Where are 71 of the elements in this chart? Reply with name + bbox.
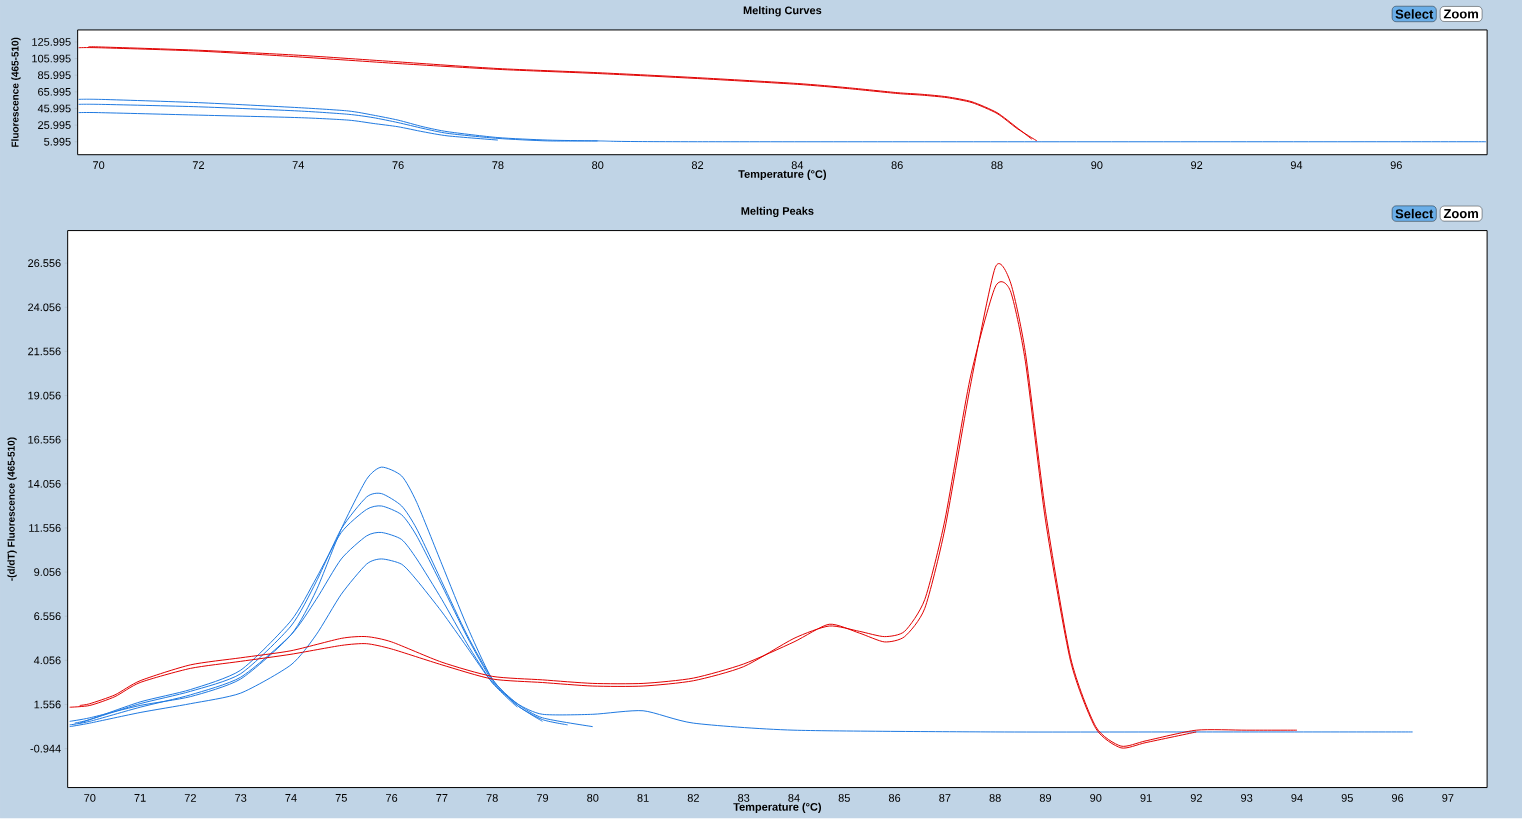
x-tick-label: 80 bbox=[592, 161, 604, 170]
y-tick-label: 25.995 bbox=[38, 121, 71, 130]
y-tick-label: 5.995 bbox=[44, 138, 71, 146]
x-axis-title: Temperature (°C) bbox=[733, 802, 822, 814]
x-tick-label: 70 bbox=[84, 794, 96, 803]
x-tick-label: 82 bbox=[691, 161, 704, 170]
x-tick-label: 92 bbox=[1191, 161, 1203, 170]
x-tick-label: 76 bbox=[392, 161, 404, 170]
x-tick-label: 70 bbox=[93, 161, 105, 170]
y-tick-label: 11.556 bbox=[29, 524, 61, 533]
y-axis-title: Fluorescence (465-510) bbox=[11, 37, 21, 148]
x-tick-label: 71 bbox=[134, 794, 146, 802]
y-tick-label: 6.556 bbox=[34, 612, 61, 621]
x-tick-label: 94 bbox=[1290, 161, 1303, 170]
text: Select bbox=[1395, 209, 1434, 219]
x-tick-label: 78 bbox=[486, 794, 498, 803]
x-tick-label: 89 bbox=[1039, 794, 1052, 803]
x-tick-label: 84 bbox=[788, 794, 800, 803]
y-tick-label: 21.556 bbox=[28, 347, 61, 356]
x-tick-label: 75 bbox=[335, 794, 347, 802]
x-tick-label: 80 bbox=[587, 794, 599, 803]
y-tick-label: 65.995 bbox=[38, 88, 71, 96]
x-tick-label: 72 bbox=[192, 161, 204, 170]
x-tick-label: 90 bbox=[1091, 161, 1103, 170]
x-tick-label: 77 bbox=[436, 794, 448, 802]
x-tick-label: 93 bbox=[1241, 794, 1253, 803]
text: Zoom bbox=[1443, 209, 1478, 219]
y-axis-title: -(d/dT) Fluorescence (465-510) bbox=[7, 437, 17, 582]
y-tick-label: 85.995 bbox=[38, 71, 71, 80]
x-tick-label: 97 bbox=[1442, 794, 1454, 803]
x-tick-label: 96 bbox=[1391, 794, 1404, 803]
y-tick-label: 9.056 bbox=[34, 568, 61, 577]
x-tick-label: 94 bbox=[1291, 794, 1303, 803]
x-axis-title: Temperature (°C) bbox=[738, 170, 827, 181]
x-tick-label: 85 bbox=[838, 794, 850, 803]
chart-title: Melting Curves bbox=[743, 6, 822, 17]
x-tick-label: 88 bbox=[989, 794, 1001, 803]
x-tick-label: 91 bbox=[1140, 794, 1152, 803]
y-tick-label: -0.944 bbox=[30, 744, 61, 753]
x-tick-label: 84 bbox=[791, 161, 804, 170]
x-tick-label: 83 bbox=[738, 794, 750, 803]
text: Zoom bbox=[1443, 9, 1478, 19]
y-tick-label: 105.995 bbox=[32, 54, 71, 63]
x-tick-label: 90 bbox=[1090, 794, 1102, 803]
y-tick-label: 14.056 bbox=[28, 480, 61, 488]
x-tick-label: 74 bbox=[285, 794, 297, 802]
x-tick-label: 79 bbox=[536, 794, 549, 803]
text: Select bbox=[1395, 9, 1434, 19]
x-tick-label: 95 bbox=[1341, 794, 1353, 803]
chart-title: Melting Peaks bbox=[741, 207, 814, 218]
y-tick-label: 16.556 bbox=[28, 436, 61, 444]
x-tick-label: 74 bbox=[292, 161, 305, 170]
x-tick-label: 96 bbox=[1390, 161, 1402, 170]
x-tick-label: 87 bbox=[939, 794, 951, 803]
y-tick-label: 19.056 bbox=[28, 391, 61, 400]
x-tick-label: 73 bbox=[235, 794, 247, 803]
y-tick-label: 1.556 bbox=[34, 700, 61, 709]
x-tick-label: 72 bbox=[184, 794, 196, 802]
y-tick-label: 24.056 bbox=[28, 303, 61, 312]
x-tick-label: 86 bbox=[891, 161, 903, 170]
y-tick-label: 4.056 bbox=[33, 656, 61, 665]
x-tick-label: 76 bbox=[386, 794, 398, 803]
y-tick-label: 125.995 bbox=[32, 38, 71, 47]
x-tick-label: 78 bbox=[492, 161, 504, 170]
y-tick-label: 26.556 bbox=[28, 259, 61, 268]
y-tick-label: 45.995 bbox=[37, 104, 71, 113]
x-tick-label: 92 bbox=[1190, 794, 1202, 803]
x-tick-label: 88 bbox=[991, 161, 1003, 170]
x-tick-label: 81 bbox=[637, 794, 649, 803]
x-tick-label: 86 bbox=[888, 794, 901, 803]
x-tick-label: 82 bbox=[687, 794, 699, 803]
